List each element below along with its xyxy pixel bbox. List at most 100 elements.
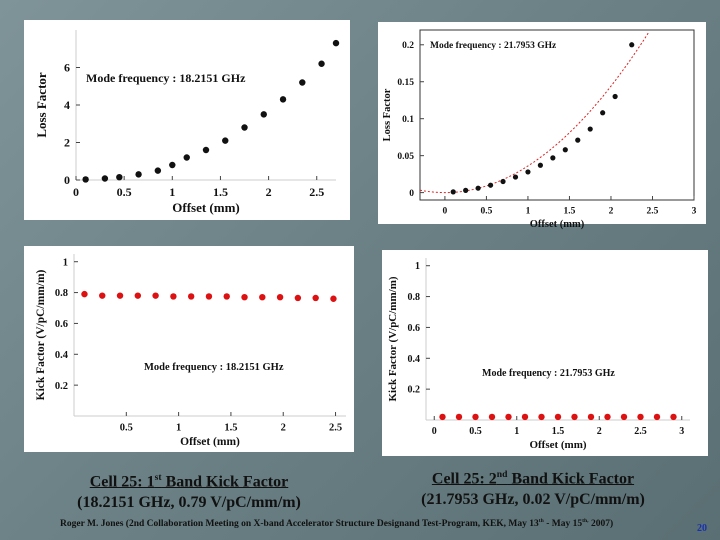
x-tick-label: 0.5 — [469, 426, 482, 437]
y-tick-label: 0.2 — [408, 385, 421, 396]
data-point — [101, 175, 109, 182]
data-point — [562, 147, 568, 153]
data-point — [550, 155, 556, 161]
footer-citation: Roger M. Jones (2nd Collaboration Meetin… — [60, 518, 614, 530]
caption-left: Cell 25: 1st Band Kick Factor (18.2151 G… — [34, 467, 344, 513]
data-point — [299, 79, 306, 86]
x-tick-label: 2.5 — [647, 207, 659, 217]
plot-area: 0.5 1 1.5 2 2.5 0.2 0.4 0.6 0.8 1 Offset (mm) Kick … — [35, 254, 346, 448]
y-axis-label: Loss Factor — [382, 88, 393, 141]
y-axis-label: Kick Factor (V/pC/mm/m) — [387, 276, 399, 401]
data-point — [537, 162, 543, 168]
data-point — [670, 413, 677, 421]
data-point — [637, 413, 644, 421]
loss-factor-chart-1st-band: 0 0.5 1 1.5 2 2.5 0 2 4 6 Offset (mm) Loss Factor Mo… — [34, 30, 340, 215]
x-axis-label: Offset (mm) — [180, 436, 240, 448]
x-tick-label: 1 — [169, 185, 175, 199]
x-tick-label: 2 — [281, 423, 286, 434]
data-point — [276, 294, 284, 301]
y-tick-label: 0.2 — [55, 381, 68, 392]
data-point — [116, 292, 124, 299]
x-axis-label: Offset (mm) — [172, 200, 240, 215]
data-point — [241, 124, 248, 131]
y-tick-label: 2 — [64, 136, 70, 150]
data-point — [183, 154, 190, 161]
data-point — [202, 146, 210, 154]
plot-area: 0 0.5 1 1.5 2 2.5 3 0.2 0.4 0.6 0.8 1 Offset (mm) Kic… — [387, 258, 690, 451]
page-number: 20 — [697, 523, 707, 534]
y-axis-label: Kick Factor (V/pC/mm/m) — [35, 269, 47, 400]
y-tick-label: 1 — [415, 261, 420, 272]
data-point — [169, 161, 176, 169]
x-tick-label: 3 — [679, 426, 684, 437]
data-point — [223, 293, 230, 300]
y-tick-label: 0 — [409, 189, 414, 199]
data-point — [521, 413, 529, 421]
data-point — [620, 413, 628, 421]
x-tick-label: 2.5 — [634, 426, 647, 437]
x-axis-label: Offset (mm) — [529, 439, 586, 451]
data-point — [205, 293, 213, 300]
x-tick-label: 0.5 — [117, 185, 132, 199]
mode-frequency-annotation: Mode frequency : 18.2151 GHz — [144, 362, 284, 373]
data-point — [455, 413, 463, 421]
kick-factor-chart-1st-band: 0.5 1 1.5 2 2.5 0.2 0.4 0.6 0.8 1 Offset (mm) Kick … — [35, 254, 346, 448]
chart-panel-kick-1st: 0.5 1 1.5 2 2.5 0.2 0.4 0.6 0.8 1 Offset (mm) Kick … — [24, 246, 354, 452]
plot-area: 0 0.5 1 1.5 2 2.5 0 2 4 6 Offset (mm) Loss Factor Mo… — [34, 30, 340, 215]
data-point — [604, 413, 611, 421]
data-point — [81, 290, 88, 298]
data-point — [450, 189, 456, 195]
data-point — [575, 137, 581, 143]
data-point — [152, 292, 159, 299]
data-point — [512, 174, 519, 180]
y-tick-label: 6 — [64, 61, 70, 75]
data-point — [505, 413, 512, 421]
y-tick-label: 0.15 — [397, 78, 414, 88]
loss-factor-chart-2nd-band: 0 0.5 1 1.5 2 2.5 3 0 0.05 0.1 0.15 0.2 Offset (mm) L… — [382, 29, 697, 230]
data-point — [500, 178, 506, 185]
y-tick-label: 0.05 — [397, 152, 414, 162]
kick-factor-chart-2nd-band: 0 0.5 1 1.5 2 2.5 3 0.2 0.4 0.6 0.8 1 Offset (mm) Kic… — [387, 258, 690, 451]
data-point — [259, 294, 266, 301]
caption-right: Cell 25: 2nd Band Kick Factor (21.7953 G… — [378, 464, 688, 510]
x-tick-label: 0.5 — [480, 207, 492, 217]
plot-area: 0 0.5 1 1.5 2 2.5 3 0 0.05 0.1 0.15 0.2 Offset (mm) L… — [382, 29, 697, 230]
x-axis-label: Offset (mm) — [530, 219, 585, 230]
data-point — [82, 176, 89, 183]
y-tick-label: 0.8 — [408, 292, 421, 303]
y-axis-label: Loss Factor — [34, 72, 49, 138]
data-point — [294, 294, 302, 302]
data-point — [134, 292, 142, 299]
mode-frequency-annotation: Mode frequency : 18.2151 GHz — [86, 71, 246, 85]
data-point — [571, 413, 578, 421]
data-point — [318, 60, 325, 67]
data-point — [154, 167, 162, 174]
data-point — [525, 169, 531, 175]
y-tick-label: 0 — [64, 173, 70, 187]
data-point — [587, 413, 595, 421]
data-point — [554, 413, 562, 421]
x-tick-label: 1.5 — [552, 426, 565, 437]
x-tick-label: 1 — [526, 207, 531, 217]
x-tick-label: 1.5 — [224, 423, 237, 434]
x-tick-label: 0.5 — [120, 423, 133, 434]
caption-right-subtitle: (21.7953 GHz, 0.02 V/pC/mm/m) — [421, 491, 645, 509]
x-tick-label: 2 — [597, 426, 602, 437]
mode-frequency-annotation: Mode frequency : 21.7953 GHz — [430, 41, 557, 51]
data-point — [99, 292, 106, 299]
y-tick-label: 1 — [63, 257, 68, 268]
y-tick-label: 0.2 — [402, 41, 414, 51]
data-point — [653, 413, 661, 421]
x-tick-label: 1.5 — [564, 207, 576, 217]
data-point — [116, 173, 123, 181]
data-point — [260, 111, 267, 118]
caption-left-subtitle: (18.2151 GHz, 0.79 V/pC/mm/m) — [77, 494, 301, 512]
data-point — [170, 293, 177, 300]
data-point — [279, 96, 287, 103]
data-point — [600, 110, 606, 116]
y-tick-label: 0.4 — [408, 354, 421, 365]
x-tick-label: 0 — [73, 185, 79, 199]
chart-panel-loss-1st: 0 0.5 1 1.5 2 2.5 0 2 4 6 Offset (mm) Loss Factor Mo… — [24, 20, 350, 220]
x-tick-label: 2.5 — [309, 185, 324, 199]
plot-frame — [419, 29, 695, 201]
